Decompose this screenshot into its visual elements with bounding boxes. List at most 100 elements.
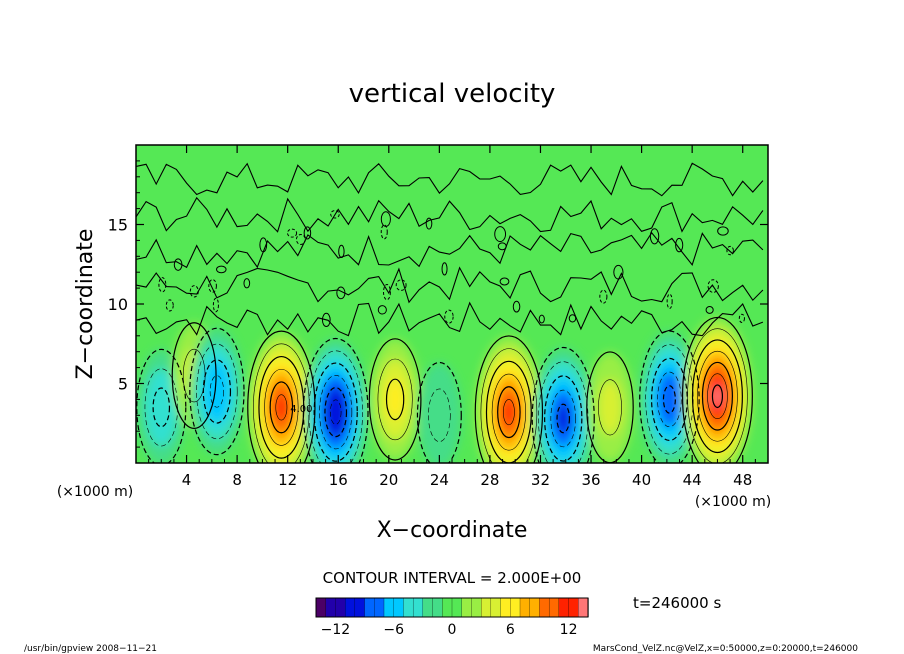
colorbar-tick-label: 6	[506, 622, 515, 638]
contour-line	[707, 373, 728, 420]
contour-line	[444, 309, 454, 324]
colorbar-swatch	[354, 597, 366, 618]
contour-line	[639, 330, 700, 463]
velocity-cell	[428, 388, 451, 442]
contour-line	[544, 375, 583, 462]
x-tick-label: 32	[531, 471, 550, 489]
colorbar-swatch	[412, 597, 424, 618]
contour-line	[302, 337, 369, 463]
colorbar-swatch	[325, 597, 337, 618]
contour-line	[330, 399, 342, 425]
velocity-cell	[598, 379, 622, 436]
colorbar-swatch	[510, 597, 521, 618]
contour-line	[158, 277, 167, 293]
contour-line	[136, 162, 764, 197]
contour-line	[208, 279, 217, 293]
contour-line	[377, 305, 387, 315]
colorbar-swatch	[422, 597, 434, 618]
contour-line	[136, 196, 764, 233]
x-unit-label: (×1000 m)	[695, 494, 771, 510]
x-tick-label: 44	[683, 471, 702, 489]
plot-area: 4.00	[136, 145, 768, 463]
contour-line	[264, 368, 299, 446]
contour-line	[313, 362, 358, 462]
colorbar-ticks: −12 −6 0 6 12	[321, 622, 578, 638]
contour-line	[395, 279, 407, 291]
contour-line	[491, 373, 526, 451]
contour-line	[216, 265, 227, 274]
contour-line	[136, 231, 764, 269]
contour-lines	[136, 162, 764, 463]
contour-line	[681, 316, 753, 463]
contour-line	[568, 314, 577, 323]
contour-interval-text: CONTOUR INTERVAL = 2.000E+00	[323, 569, 582, 587]
contour-line	[499, 277, 510, 286]
contour-line	[330, 210, 340, 219]
x-tick-label: 12	[278, 471, 297, 489]
colorbar-swatch	[442, 597, 453, 618]
velocity-cell	[330, 399, 342, 425]
contour-line	[171, 322, 217, 429]
colorbar-tick-label: −12	[321, 622, 351, 638]
velocity-cell	[557, 404, 570, 433]
colorbar-swatch	[374, 597, 385, 618]
contour-line	[649, 228, 660, 245]
x-tick-label: 20	[379, 471, 398, 489]
colorbar	[315, 597, 589, 618]
contour-line	[189, 327, 245, 456]
contour-line	[136, 348, 187, 463]
contour-line	[613, 264, 624, 280]
colorbar-swatch	[529, 597, 541, 618]
x-axis-label: X−coordinate	[377, 518, 528, 543]
contour-line	[550, 389, 576, 448]
contour-line	[380, 224, 388, 240]
chart-title: vertical velocity	[349, 79, 556, 109]
colorbar-swatch	[490, 597, 502, 618]
y-tick-label: 15	[108, 216, 128, 235]
contour-line	[189, 285, 199, 298]
colorbar-swatch	[500, 597, 511, 618]
contour-line	[556, 403, 571, 434]
contour-line	[377, 358, 413, 441]
contour-line	[383, 283, 391, 301]
contour-line	[275, 394, 288, 421]
colorbar-swatch	[578, 597, 589, 618]
colorbar-swatch	[432, 597, 443, 618]
colorbar-swatch	[480, 597, 492, 618]
contour-line	[687, 328, 748, 463]
contour-line	[253, 343, 310, 463]
velocity-cell	[153, 388, 170, 427]
x-tick-label: 16	[329, 471, 348, 489]
x-axis: 4 8 12 16 20 24 28 32 36 40 44 48	[148, 145, 756, 489]
contour-line	[165, 299, 174, 312]
colorbar-swatch	[471, 597, 482, 618]
contour-line	[701, 361, 733, 431]
x-tick-label: 48	[733, 471, 752, 489]
contour-line	[416, 361, 462, 463]
contour-line	[321, 312, 331, 328]
x-tick-label: 28	[480, 471, 499, 489]
velocity-cell	[386, 379, 404, 420]
contour-line	[726, 245, 734, 256]
y-unit-label: (×1000 m)	[57, 484, 133, 500]
contour-line	[368, 338, 422, 461]
contour-line	[202, 359, 232, 424]
y-tick-label: 5	[118, 375, 128, 394]
contour-line	[247, 330, 316, 463]
contour-line	[196, 343, 238, 440]
colorbar-swatch	[383, 597, 395, 618]
contour-line	[474, 335, 544, 463]
colorbar-swatch	[519, 597, 531, 618]
contour-line	[502, 399, 515, 426]
contour-line	[497, 242, 507, 251]
contour-line	[738, 313, 745, 323]
colorbar-swatch	[451, 597, 463, 618]
contour-line	[338, 244, 345, 259]
colorbar-tick-label: 12	[560, 622, 578, 638]
contour-label: 4.00	[290, 404, 312, 415]
contour-line	[428, 388, 451, 442]
contour-line	[494, 226, 507, 243]
contour-line	[645, 344, 694, 455]
x-tick-label: 24	[430, 471, 449, 489]
